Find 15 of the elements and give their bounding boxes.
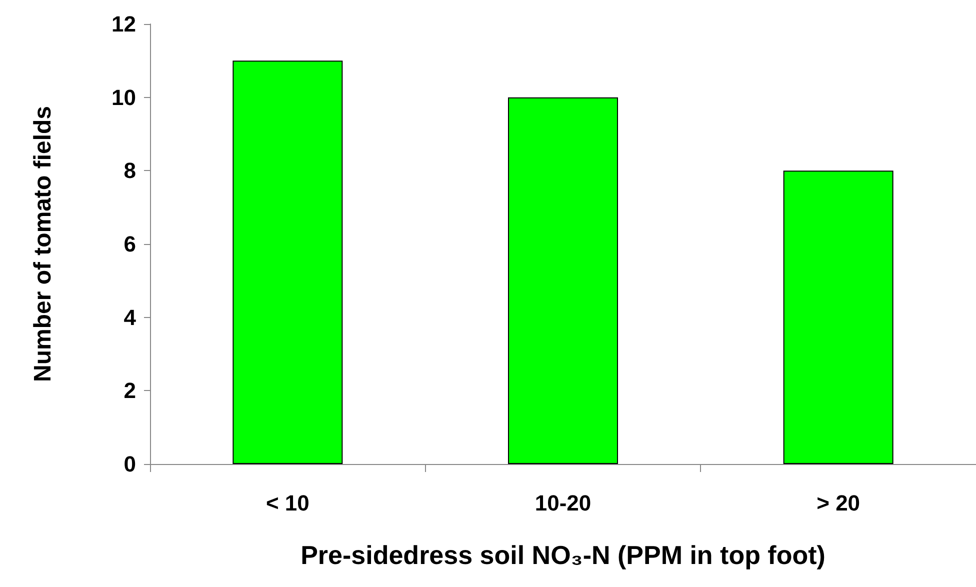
y-tick-label: 4: [124, 304, 137, 330]
x-tick-label: < 10: [266, 490, 310, 516]
y-tick-label: 2: [124, 378, 136, 404]
y-tick-label: 8: [124, 158, 136, 184]
x-axis-title: Pre-sidedress soil NO₃-N (PPM in top foot): [300, 540, 826, 570]
x-tick-label: 10-20: [534, 490, 592, 516]
y-tick-label: 10: [112, 84, 136, 110]
y-tick-label: 12: [112, 12, 136, 36]
y-tick-label: 6: [124, 232, 136, 256]
bar: [508, 97, 618, 464]
x-tick-label: > 20: [816, 490, 860, 516]
y-tick-label: 0: [124, 452, 136, 476]
bar: [783, 170, 894, 464]
y-axis-title: Number of tomato fields: [30, 106, 56, 382]
bar: [232, 60, 343, 464]
